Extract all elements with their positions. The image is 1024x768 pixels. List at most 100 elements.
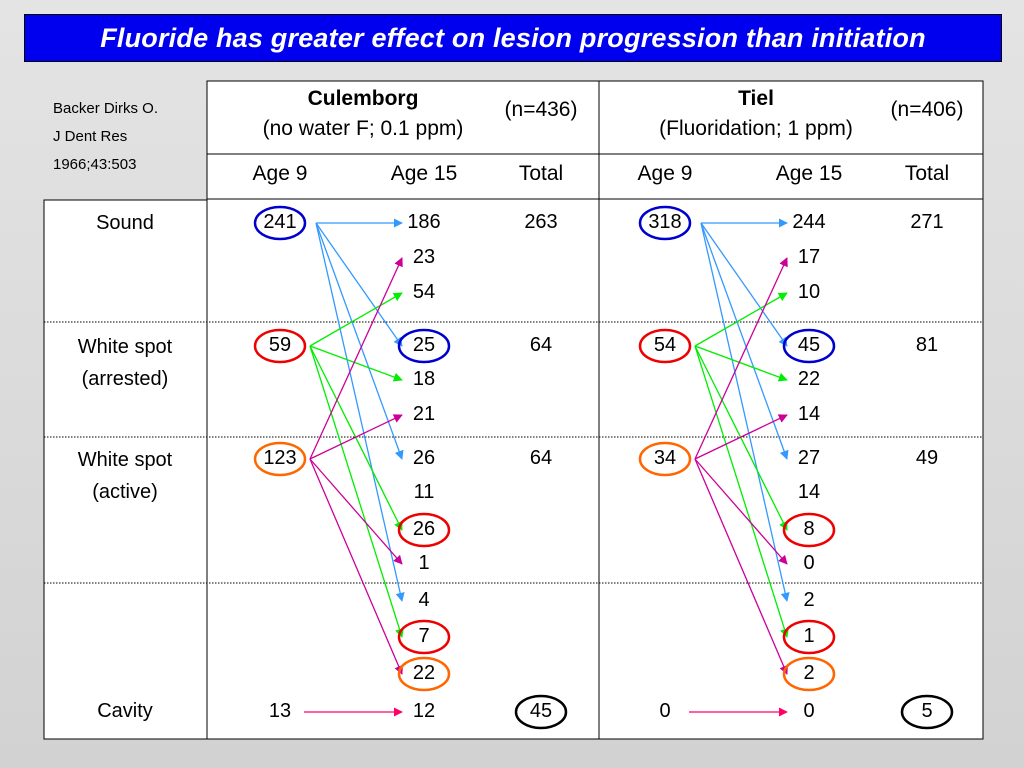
row-label-line: White spot — [77, 449, 173, 471]
age15-value: 186 — [407, 211, 441, 233]
age9-value: 59 — [268, 334, 292, 356]
citation-journal: J Dent Res — [53, 128, 128, 145]
total-value: 49 — [915, 447, 939, 469]
age15-value: 17 — [797, 246, 821, 268]
arrested-to-active-circle — [397, 512, 451, 548]
age15-value: 21 — [412, 403, 436, 425]
active-transition-arrow — [309, 458, 403, 565]
age15-value: 11 — [413, 481, 435, 503]
arrested-transition-arrow — [309, 345, 403, 531]
sound-highlight-circle — [638, 205, 692, 241]
age9-value: 13 — [268, 700, 292, 722]
row-label-line: (arrested) — [81, 368, 169, 390]
age15-value: 10 — [797, 281, 821, 303]
active-highlight-circle — [638, 441, 692, 477]
arrested-transition-arrow — [694, 345, 788, 382]
active-transition-arrow — [694, 414, 788, 460]
group-n-culemborg: (n=436) — [504, 98, 578, 121]
row-label-cavity: Cavity — [97, 700, 153, 722]
active-to-cavity-circle — [782, 656, 836, 692]
age15-value: 54 — [412, 281, 436, 303]
age9-value: 123 — [263, 447, 297, 469]
age15-value: 26 — [412, 518, 436, 540]
arrested-transition-arrow — [309, 345, 403, 382]
age15-value: 0 — [803, 552, 815, 574]
age15-value: 12 — [412, 700, 436, 722]
age15-value: 26 — [412, 447, 436, 469]
sound-to-arrested-circle — [397, 328, 451, 364]
age15-value: 1 — [803, 625, 815, 647]
arrested-highlight-circle — [638, 328, 692, 364]
row-label-line: White spot — [77, 336, 173, 358]
active-transition-arrow — [694, 458, 788, 675]
col-header-total: Total — [518, 162, 564, 185]
age15-value: 22 — [412, 662, 436, 684]
title-banner: Fluoride has greater effect on lesion pr… — [24, 14, 1002, 62]
row-label-line: (active) — [92, 481, 158, 503]
arrested-transition-arrow — [694, 292, 788, 347]
total-value: 5 — [921, 700, 933, 722]
arrested-highlight-circle — [253, 328, 307, 364]
transition-arrows — [304, 218, 790, 717]
total-value: 45 — [529, 700, 553, 722]
age9-value: 318 — [648, 211, 682, 233]
group-n-tiel: (n=406) — [890, 98, 964, 121]
age15-value: 7 — [418, 625, 430, 647]
total-value: 64 — [529, 447, 553, 469]
active-transition-arrow — [694, 257, 788, 460]
sound-transition-arrow — [700, 222, 790, 602]
table-frame — [43, 80, 984, 740]
cavity-total-circle — [514, 694, 568, 730]
col-header-total: Total — [904, 162, 950, 185]
active-transition-arrow — [309, 257, 403, 460]
sound-transition-arrow — [315, 222, 405, 602]
age15-value: 244 — [792, 211, 826, 233]
age15-value: 23 — [412, 246, 436, 268]
age15-value: 2 — [803, 662, 815, 684]
group-subtitle-culemborg: (no water F; 0.1 ppm) — [262, 117, 464, 140]
age15-value: 4 — [418, 589, 430, 611]
total-value: 64 — [529, 334, 553, 356]
sound-transition-arrow — [700, 222, 788, 347]
total-value: 271 — [910, 211, 944, 233]
col-header-age15: Age 15 — [390, 162, 458, 185]
age15-value: 0 — [803, 700, 815, 722]
row-label-white-spot-arrested: White spot (arrested) — [78, 331, 172, 395]
age15-value: 25 — [412, 334, 436, 356]
row-label-white-spot-active: White spot (active) — [78, 444, 172, 508]
age15-value: 1 — [418, 552, 430, 574]
age15-value: 27 — [797, 447, 821, 469]
highlight-circles — [253, 205, 954, 730]
age15-value: 14 — [797, 403, 821, 425]
arrested-to-active-circle — [782, 512, 836, 548]
active-transition-arrow — [309, 414, 403, 460]
age15-value: 8 — [803, 518, 815, 540]
age9-value: 54 — [653, 334, 677, 356]
cavity-total-circle — [900, 694, 954, 730]
arrested-transition-arrow — [694, 345, 788, 531]
arrested-to-cavity-circle — [397, 619, 451, 655]
age15-value: 2 — [803, 589, 815, 611]
age15-value: 18 — [412, 368, 436, 390]
active-transition-arrow — [694, 458, 788, 565]
row-label-sound: Sound — [96, 212, 154, 234]
arrested-transition-arrow — [309, 345, 404, 638]
group-name-tiel: Tiel — [738, 87, 774, 110]
arrested-to-cavity-circle — [782, 619, 836, 655]
sound-transition-arrow — [315, 222, 404, 460]
sound-to-arrested-circle — [782, 328, 836, 364]
active-transition-arrow — [309, 458, 403, 675]
col-header-age15: Age 15 — [775, 162, 843, 185]
group-name-culemborg: Culemborg — [307, 87, 419, 110]
total-value: 263 — [524, 211, 558, 233]
row-label-box — [43, 199, 208, 740]
citation-year: 1966;43:503 — [53, 156, 137, 173]
arrested-transition-arrow — [694, 345, 789, 638]
table-main-box — [206, 80, 984, 740]
active-to-cavity-circle — [397, 656, 451, 692]
citation-author: Backer Dirks O. — [53, 100, 159, 117]
sound-highlight-circle — [253, 205, 307, 241]
age9-value: 34 — [653, 447, 677, 469]
sound-transition-arrow — [700, 222, 789, 460]
